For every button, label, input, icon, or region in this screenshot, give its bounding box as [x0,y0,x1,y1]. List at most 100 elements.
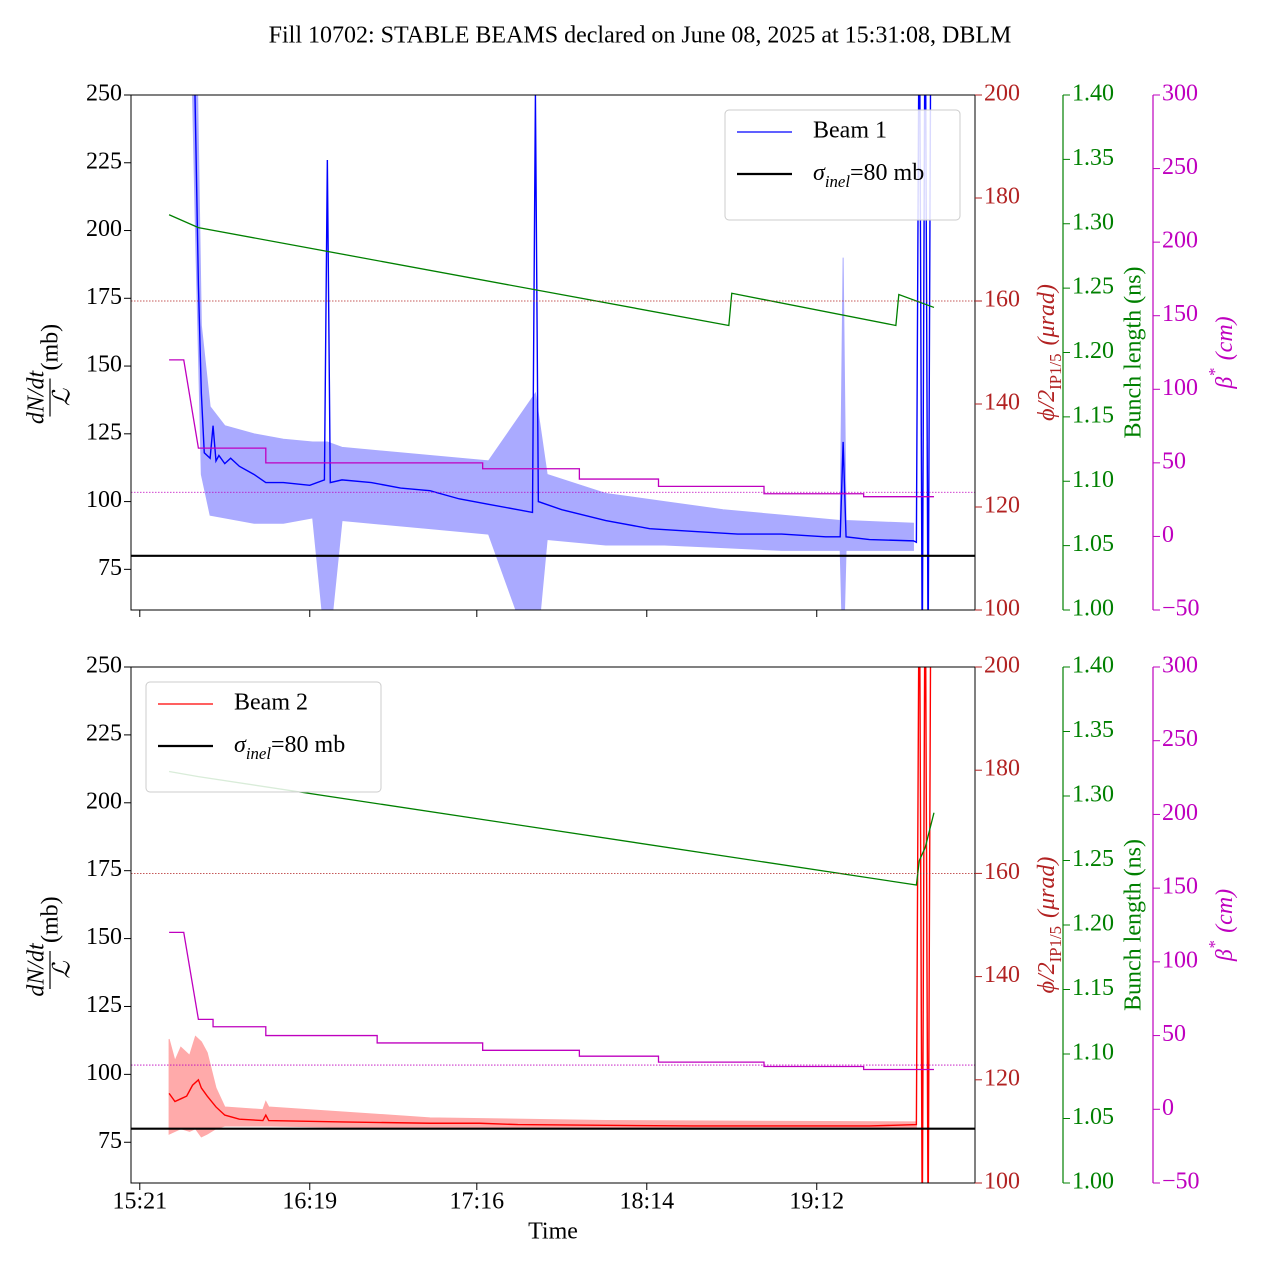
y4-tick-label: 50 [1162,448,1186,474]
y2-tick-label: 160 [984,859,1020,885]
y3-tick-label: 1.30 [1072,782,1114,808]
y2-tick-label: 100 [984,1169,1020,1195]
y4-tick-label: 150 [1162,301,1198,327]
y4-tick-label: 50 [1162,1021,1186,1047]
legend-label: Beam 2 [234,690,308,716]
y3-tick-label: 1.30 [1072,209,1114,235]
y-tick-label: 100 [86,1060,122,1086]
y-tick-label: 75 [98,1128,122,1154]
y2-tick-label: 140 [984,390,1020,416]
series-line [169,359,934,498]
y2-tick-label: 160 [984,287,1020,313]
y2-tick-label: 200 [984,653,1020,679]
label-part: IP1/5 [1046,926,1065,962]
y-tick-label: 125 [86,419,122,445]
y4-axis-label: β* (cm) [1205,316,1237,389]
y3-tick-label: 1.40 [1072,81,1114,107]
series-line [194,95,932,610]
label-part: ϕ/2 [1034,962,1060,993]
y-tick-label: 175 [86,856,122,882]
y-tick-label: 225 [86,148,122,174]
label-part: * [1205,940,1224,949]
x-tick-label: 18:14 [619,1189,674,1215]
y4-tick-label: 0 [1162,1095,1174,1121]
y3-axis-label: Bunch length (ns) [1121,839,1147,1011]
y3-tick-label: 1.10 [1072,1040,1114,1066]
y-label-denominator: ℒ [50,961,76,979]
y3-tick-label: 1.25 [1072,274,1114,300]
label-part: IP1/5 [1046,353,1065,389]
y3-tick-label: 1.20 [1072,911,1114,937]
plot-frame [130,666,976,1184]
y-label-denominator: ℒ [50,388,76,406]
y-label-unit: (mb) [38,324,64,371]
y2-tick-label: 180 [984,184,1020,210]
y-axis-label: dN/dt ℒ (mb) [24,324,76,424]
y4-tick-label: 250 [1162,726,1198,752]
y-tick-label: 250 [86,81,122,107]
x-axis-label: Time [528,1219,578,1245]
y3-tick-label: 1.25 [1072,846,1114,872]
y-tick-label: 150 [86,352,122,378]
y4-tick-label: 0 [1162,522,1174,548]
y-tick-label: 150 [86,924,122,950]
label-part: σ [234,732,247,758]
y3-tick-label: 1.05 [1072,531,1114,557]
y4-tick-label: 200 [1162,228,1198,254]
y3-tick-label: 1.40 [1072,653,1114,679]
y4-tick-label: −50 [1162,596,1200,622]
y-label-unit: (mb) [38,896,64,943]
y3-tick-label: 1.00 [1072,1169,1114,1195]
x-tick-label: 19:12 [789,1189,844,1215]
y-tick-label: 175 [86,284,122,310]
legend-box [724,109,961,221]
label-part: σ [813,160,826,186]
y3-tick-label: 1.05 [1072,1104,1114,1130]
y2-tick-label: 140 [984,962,1020,988]
legend-label: σinel=80 mb [234,732,345,764]
y2-tick-label: 100 [984,596,1020,622]
y4-tick-label: 150 [1162,874,1198,900]
label-part: inel [825,172,851,191]
y3-axis-label: Bunch length (ns) [1121,267,1147,439]
y4-tick-label: 100 [1162,947,1198,973]
y4-tick-label: 200 [1162,800,1198,826]
y2-tick-label: 120 [984,1065,1020,1091]
y4-axis-label: β* (cm) [1205,889,1237,962]
y-tick-label: 250 [86,653,122,679]
y-label-numerator: dN/dt [24,942,50,997]
y3-tick-label: 1.35 [1072,145,1114,171]
label-part: =80 mb [271,732,345,758]
y-label-numerator: dN/dt [24,369,50,424]
y2-axis-label: ϕ/2IP1/5 (μrad) [1034,284,1066,421]
y-tick-label: 75 [98,555,122,581]
y-tick-label: 200 [86,216,122,242]
y2-axis-label: ϕ/2IP1/5 (μrad) [1034,857,1066,994]
plot-frame [130,94,976,611]
series-line [169,931,934,1071]
y-axis-label: dN/dt ℒ (mb) [24,896,76,996]
y-tick-label: 200 [86,788,122,814]
figure-title: Fill 10702: STABLE BEAMS declared on Jun… [269,23,1012,49]
legend-label: Beam 1 [813,118,887,144]
y3-tick-label: 1.10 [1072,467,1114,493]
label-part: (μrad) [1034,857,1060,918]
y3-tick-label: 1.15 [1072,975,1114,1001]
y-tick-label: 225 [86,720,122,746]
y3-tick-label: 1.20 [1072,338,1114,364]
y4-tick-label: 100 [1162,375,1198,401]
label-part: (cm) [1212,316,1238,360]
label-part: (μrad) [1034,284,1060,345]
y-tick-label: 125 [86,992,122,1018]
y4-tick-label: 250 [1162,154,1198,180]
label-part: (cm) [1212,889,1238,933]
label-part: * [1205,368,1224,377]
label-part: ϕ/2 [1034,390,1060,421]
label-part: inel [246,744,272,763]
y3-tick-label: 1.15 [1072,402,1114,428]
label-part: β [1212,377,1238,390]
y3-tick-label: 1.00 [1072,596,1114,622]
y-tick-label: 100 [86,487,122,513]
